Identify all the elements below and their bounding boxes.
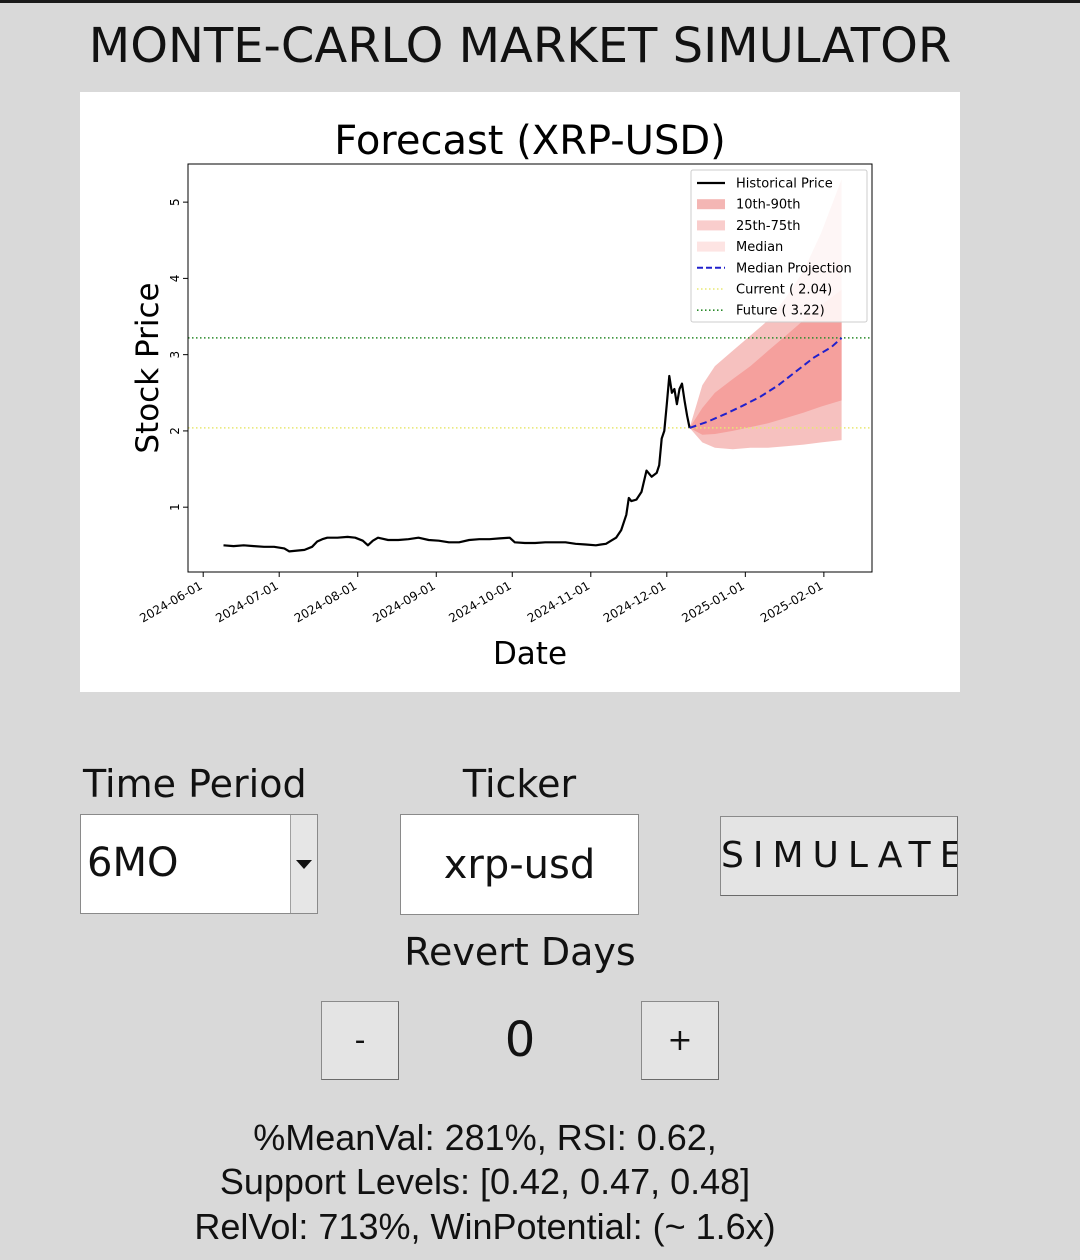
ticker-input[interactable] <box>400 814 639 915</box>
y-tick-label: 5 <box>168 198 182 206</box>
band-25th-75th <box>689 289 842 435</box>
app-title: MONTE-CARLO MARKET SIMULATOR <box>88 18 952 74</box>
legend-entry: Median Projection <box>736 261 852 276</box>
y-tick-label: 3 <box>168 351 182 359</box>
y-axis-label: Stock Price <box>130 282 166 453</box>
legend-entry: 10th-90th <box>736 198 800 213</box>
revert-days-value: 0 <box>504 1012 536 1068</box>
legend-entry: Future ( 3.22) <box>736 304 825 319</box>
top-border <box>0 0 1080 3</box>
median-projection-line <box>689 337 843 429</box>
stats-line-meanval-rsi: %MeanVal: 281%, RSI: 0.62, <box>253 1117 717 1158</box>
x-tick-label: 2024-06-01 <box>137 578 204 625</box>
dropdown-arrow-button[interactable] <box>290 815 317 913</box>
y-tick-label: 2 <box>168 427 182 435</box>
x-tick-label: 2024-11-01 <box>525 578 592 625</box>
legend-entry: Historical Price <box>736 177 833 192</box>
x-tick-label: 2025-02-01 <box>758 578 825 625</box>
x-tick-label: 2024-08-01 <box>292 578 359 625</box>
legend-entry: Current ( 2.04) <box>736 283 832 298</box>
revert-increment-button[interactable]: + <box>641 1001 719 1080</box>
y-tick-label: 4 <box>168 275 182 283</box>
forecast-chart: 1 2 3 4 5 2024-06-01 2024-07-01 2024-08-01 2024-… <box>80 92 960 692</box>
stats-line-relvol-winpotential: RelVol: 713%, WinPotential: (~ 1.6x) <box>194 1206 776 1247</box>
legend-swatch <box>697 199 725 210</box>
x-tick-label: 2024-07-01 <box>213 578 280 625</box>
y-tick-label: 1 <box>168 503 182 511</box>
chevron-down-icon <box>296 860 312 869</box>
ticker-label: Ticker <box>462 762 577 806</box>
plot-frame <box>187 163 873 573</box>
revert-days-label: Revert Days <box>404 930 636 974</box>
time-period-value: 6MO <box>87 840 179 886</box>
time-period-dropdown[interactable]: 6MO <box>80 814 318 914</box>
legend-entry: 25th-75th <box>736 219 800 234</box>
x-tick-label: 2024-12-01 <box>601 578 668 625</box>
x-tick-label: 2025-01-01 <box>679 578 746 625</box>
x-tick-label: 2024-10-01 <box>446 578 513 625</box>
time-period-label: Time Period <box>83 762 307 806</box>
stats-line-support-levels: Support Levels: [0.42, 0.47, 0.48] <box>219 1161 751 1202</box>
legend-entry: Median <box>736 240 783 255</box>
legend-swatch <box>697 241 725 252</box>
x-tick-label: 2024-09-01 <box>370 578 437 625</box>
historical-price-line <box>223 374 691 553</box>
simulate-button[interactable]: SIMULATE <box>720 816 958 896</box>
revert-decrement-button[interactable]: - <box>321 1001 399 1080</box>
chart-title: Forecast (XRP-USD) <box>334 118 726 164</box>
legend-swatch <box>697 220 725 231</box>
legend-box <box>690 169 868 323</box>
x-axis-label: Date <box>493 636 567 672</box>
